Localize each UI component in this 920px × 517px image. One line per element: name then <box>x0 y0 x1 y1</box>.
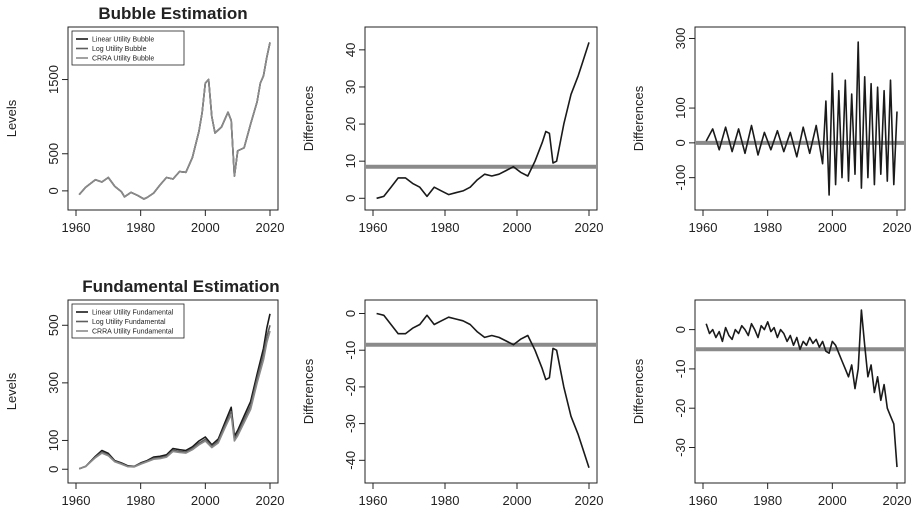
y-tick-label: 500 <box>46 143 61 165</box>
series-line <box>78 42 271 200</box>
legend-box <box>71 30 185 66</box>
legend: Linear Utility Bubble Log Utility Bubble C… <box>71 30 185 66</box>
chart-panel-5: 1960 1980 2000 2020 -40 -30 -20 -10 0 Differences <box>301 299 604 508</box>
x-tick-label: 1960 <box>689 220 718 235</box>
y-tick-label: 10 <box>343 154 358 168</box>
x-tick-label: 2020 <box>883 220 912 235</box>
x-tick-label: 1980 <box>126 493 155 508</box>
chart-panel-3: 1960 1980 2000 2020 -100 0 100 300 Differences <box>631 26 912 235</box>
y-tick-label: 100 <box>673 97 688 119</box>
plot-frame <box>694 299 906 484</box>
y-tick-label: -20 <box>343 378 358 397</box>
legend-label: Linear Utility Fundamental <box>92 310 174 317</box>
x-tick-label: 1980 <box>431 493 460 508</box>
y-tick-label: 500 <box>46 314 61 336</box>
y-tick-label: 300 <box>673 28 688 50</box>
legend-label: Linear Utility Bubble <box>92 37 154 44</box>
x-tick-label: 2000 <box>503 493 532 508</box>
x-tick-label: 2020 <box>256 493 285 508</box>
y-tick-label: -30 <box>673 438 688 457</box>
legend-box <box>71 303 185 339</box>
chart-panel-1: 1960 1980 2000 2020 0 500 1500 Levels Bubble Est… <box>4 4 284 235</box>
plot-frame <box>694 26 906 211</box>
plot-frame <box>364 299 598 484</box>
x-tick-label: 2020 <box>575 493 604 508</box>
plot-frame <box>364 26 598 211</box>
series-line <box>376 42 590 200</box>
series-line <box>705 309 898 468</box>
y-tick-label: 0 <box>673 139 688 146</box>
y-axis-label: Differences <box>301 358 316 424</box>
y-tick-label: 20 <box>343 117 358 131</box>
y-tick-label: 0 <box>46 466 61 473</box>
plot-frame <box>67 299 279 484</box>
x-tick-label: 2000 <box>818 493 847 508</box>
y-tick-label: 100 <box>46 430 61 452</box>
y-tick-label: 40 <box>343 43 358 57</box>
y-tick-label: 300 <box>46 372 61 394</box>
series-line <box>78 42 271 200</box>
series-line <box>78 42 271 200</box>
y-axis-label: Differences <box>301 85 316 151</box>
series-line <box>705 41 898 196</box>
y-axis-label: Levels <box>4 372 19 410</box>
x-tick-label: 1960 <box>689 493 718 508</box>
y-tick-label: -10 <box>673 360 688 379</box>
x-tick-label: 1960 <box>359 220 388 235</box>
series-line <box>78 330 271 470</box>
y-tick-label: -40 <box>343 451 358 470</box>
x-tick-label: 1980 <box>753 493 782 508</box>
x-tick-label: 1960 <box>359 493 388 508</box>
chart-panel-4: 1960 1980 2000 2020 0 100 300 500 Levels Fundamen… <box>4 277 284 508</box>
y-tick-label: 0 <box>343 310 358 317</box>
y-axis-label: Differences <box>631 358 646 424</box>
y-tick-label: -10 <box>343 341 358 360</box>
x-tick-label: 2020 <box>883 493 912 508</box>
y-tick-label: -30 <box>343 414 358 433</box>
chart-title: Bubble Estimation <box>98 4 247 23</box>
y-tick-label: -100 <box>673 165 688 191</box>
x-tick-label: 2000 <box>503 220 532 235</box>
y-tick-label: 0 <box>46 187 61 194</box>
y-axis-label: Differences <box>631 85 646 151</box>
x-tick-label: 2000 <box>191 220 220 235</box>
legend-label: CRRA Utility Bubble <box>92 56 154 63</box>
x-tick-label: 1960 <box>62 493 91 508</box>
series-line <box>376 312 590 468</box>
y-axis-label: Levels <box>4 99 19 137</box>
x-tick-label: 2000 <box>191 493 220 508</box>
chart-panel-6: 1960 1980 2000 2020 -30 -20 -10 0 Differences <box>631 299 912 508</box>
x-tick-label: 1980 <box>126 220 155 235</box>
series-line <box>78 325 271 470</box>
x-tick-label: 1960 <box>62 220 91 235</box>
y-tick-label: 0 <box>343 195 358 202</box>
y-tick-label: -20 <box>673 399 688 418</box>
x-tick-label: 1980 <box>753 220 782 235</box>
plot-frame <box>67 26 279 211</box>
x-tick-label: 2000 <box>818 220 847 235</box>
y-tick-label: 0 <box>673 326 688 333</box>
x-tick-label: 1980 <box>431 220 460 235</box>
legend-label: CRRA Utility Fundamental <box>92 329 174 336</box>
legend: Linear Utility Fundamental Log Utility Fu… <box>71 303 185 339</box>
y-tick-label: 30 <box>343 80 358 94</box>
y-tick-label: 1500 <box>46 65 61 94</box>
legend-label: Log Utility Fundamental <box>92 319 166 326</box>
chart-title: Fundamental Estimation <box>82 277 279 296</box>
chart-panel-2: 1960 1980 2000 2020 0 10 20 30 40 Differences <box>301 26 604 235</box>
legend-label: Log Utility Bubble <box>92 46 147 53</box>
x-tick-label: 2020 <box>256 220 285 235</box>
x-tick-label: 2020 <box>575 220 604 235</box>
